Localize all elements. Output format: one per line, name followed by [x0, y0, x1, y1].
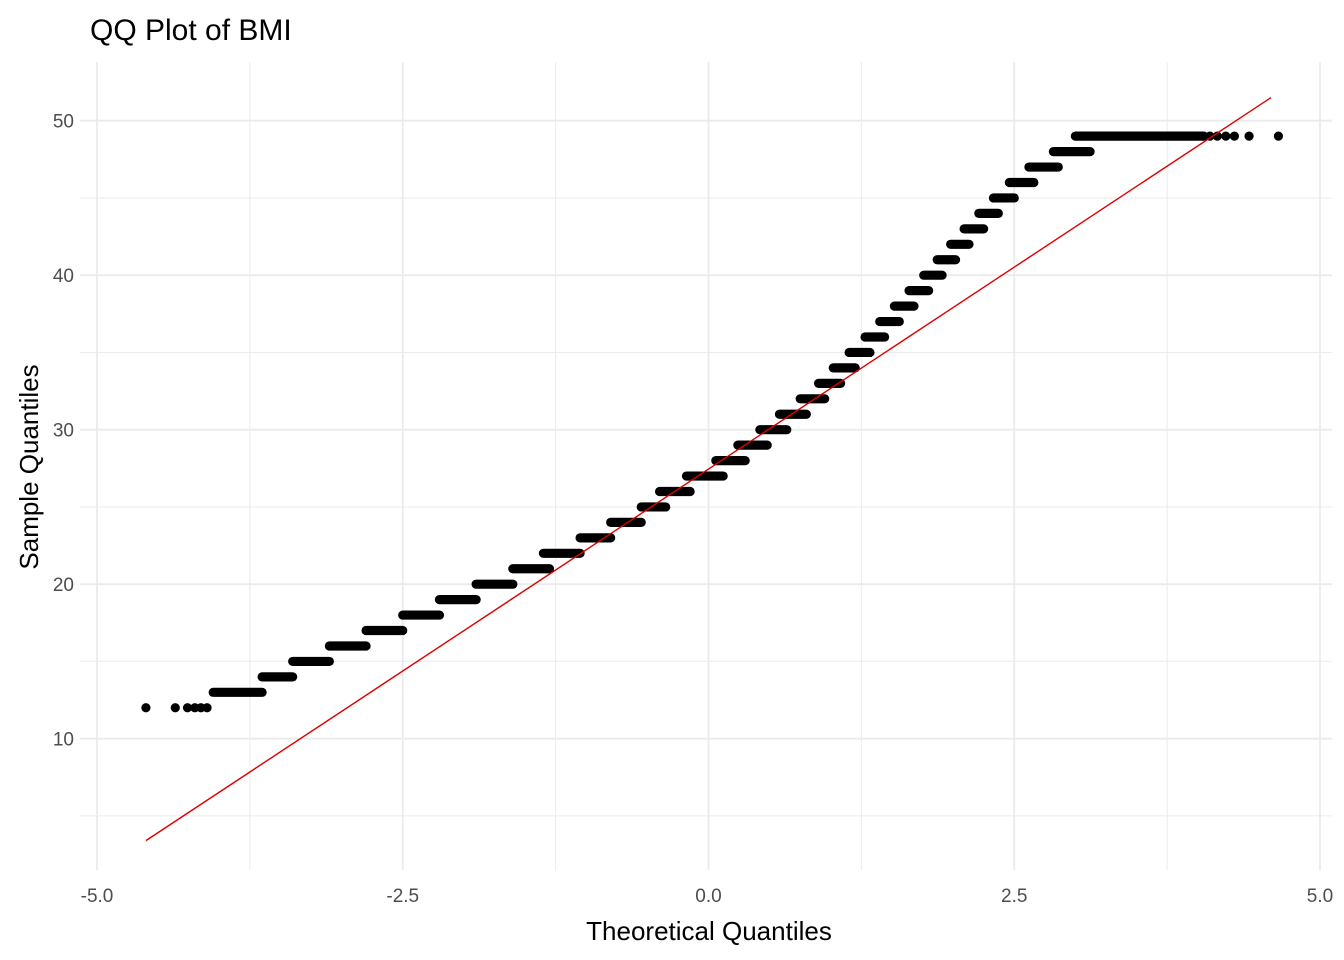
x-tick-label: -5.0 [81, 886, 114, 907]
points-layer [141, 131, 1284, 713]
data-point [182, 703, 193, 713]
y-tick-label: 40 [53, 266, 74, 287]
x-tick-label: -2.5 [386, 886, 419, 907]
grid-layer [80, 62, 1332, 870]
data-point [170, 703, 180, 713]
data-point [1244, 131, 1254, 141]
y-tick-label: 50 [53, 112, 74, 133]
x-axis-title: Theoretical Quantiles [586, 916, 832, 946]
y-axis-title: Sample Quantiles [14, 364, 44, 569]
data-point [1229, 131, 1239, 141]
x-tick-label: 0.0 [695, 886, 721, 907]
x-tick-label: 5.0 [1307, 886, 1333, 907]
x-tick-label: 2.5 [1001, 886, 1027, 907]
reference-line-layer [145, 96, 1272, 842]
chart-title: QQ Plot of BMI [90, 14, 292, 47]
qq-reference-line [145, 96, 1272, 842]
data-point [1273, 131, 1284, 141]
label-layer: QQ Plot of BMI Theoretical Quantiles Sam… [14, 14, 832, 946]
data-point [1221, 131, 1231, 141]
data-point [202, 703, 212, 713]
y-tick-label: 30 [53, 421, 74, 442]
data-point [1205, 131, 1215, 141]
y-tick-label: 10 [53, 730, 74, 751]
data-point [141, 703, 151, 713]
tick-layer: -5.0 -2.5 0.0 2.5 5.0 10 20 30 40 50 [53, 112, 1333, 907]
y-tick-label: 20 [53, 575, 74, 596]
